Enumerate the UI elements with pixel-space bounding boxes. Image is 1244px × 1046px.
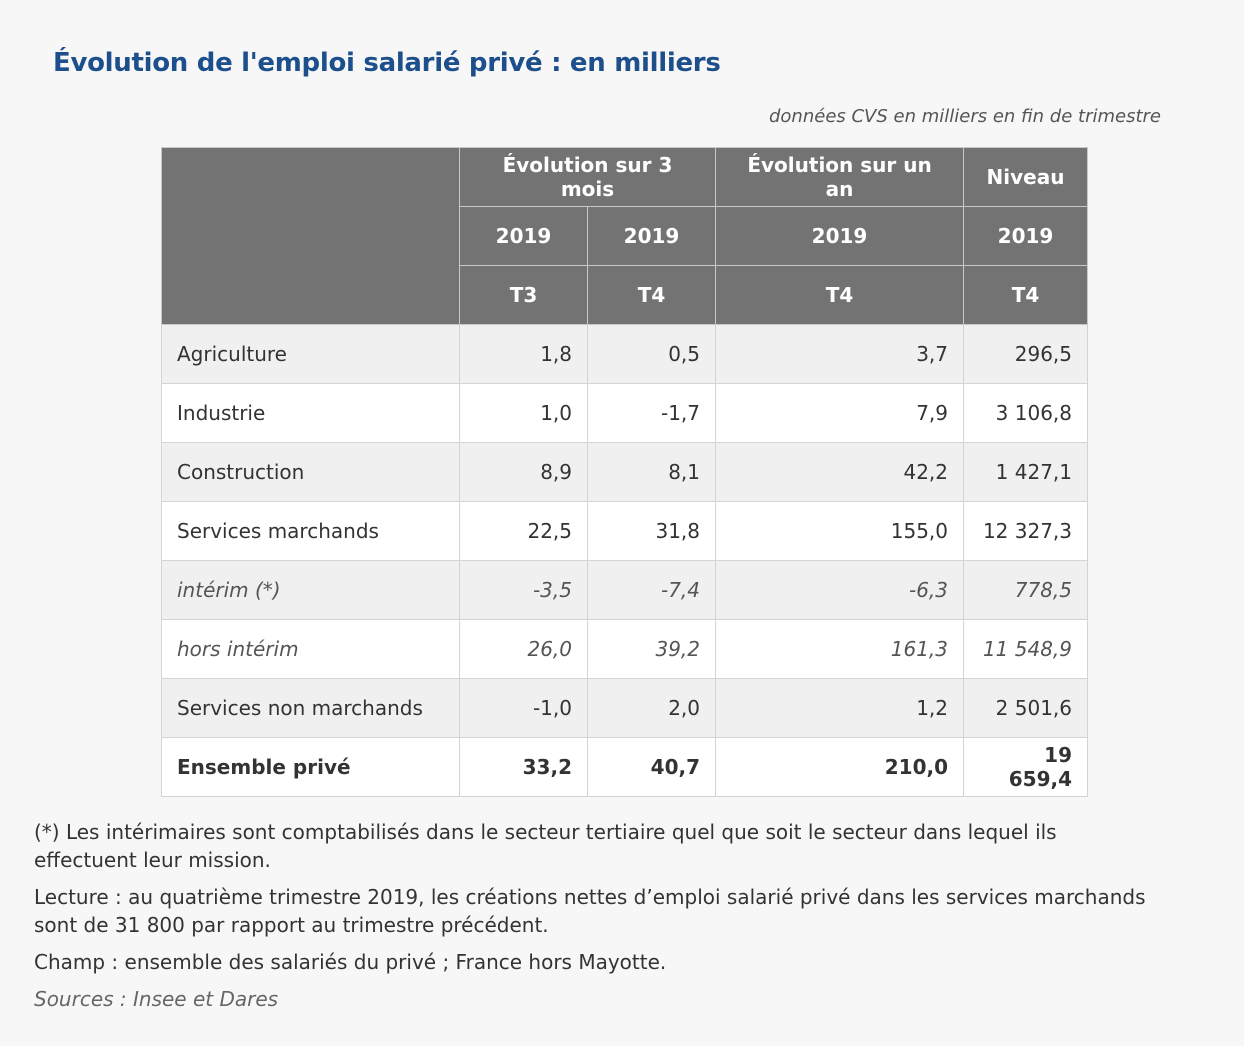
scope-note: Champ : ensemble des salariés du privé ;… bbox=[34, 950, 667, 974]
table-notes: (*) Les intérimaires sont comptabilisés … bbox=[34, 818, 1154, 1022]
sources-note: Sources : Insee et Dares bbox=[34, 987, 279, 1011]
table-cell: 7,9 bbox=[715, 383, 965, 443]
table-cell: 3,7 bbox=[715, 324, 965, 384]
table-cell: 40,7 bbox=[586, 737, 717, 797]
table-cell: 31,8 bbox=[586, 501, 717, 561]
table-cell: 0,5 bbox=[586, 324, 717, 384]
table-row: Ensemble privé 33,2 40,7 210,0 19 659,4 bbox=[161, 737, 1089, 797]
header-year: 2019 bbox=[715, 206, 965, 266]
employment-table: Évolution sur 3 mois Évolution sur un an… bbox=[161, 147, 1089, 797]
table-cell: 1 427,1 bbox=[963, 442, 1089, 502]
row-label: hors intérim bbox=[161, 619, 460, 679]
header-quarter: T4 bbox=[963, 265, 1089, 325]
table-subtitle: données CVS en milliers en fin de trimes… bbox=[768, 106, 1161, 127]
table-row: Construction 8,9 8,1 42,2 1 427,1 bbox=[161, 442, 1089, 502]
table-row: Agriculture 1,8 0,5 3,7 296,5 bbox=[161, 324, 1089, 384]
table-cell: 39,2 bbox=[586, 619, 717, 679]
row-label: Agriculture bbox=[161, 324, 460, 384]
table-cell: 1,8 bbox=[459, 324, 588, 384]
table-cell: -1,0 bbox=[459, 678, 588, 738]
table-cell: -7,4 bbox=[586, 560, 717, 620]
row-label: Services marchands bbox=[161, 501, 460, 561]
table-cell: -6,3 bbox=[715, 560, 965, 620]
table-cell: 161,3 bbox=[715, 619, 965, 679]
row-label: Services non marchands bbox=[161, 678, 460, 738]
row-label: Construction bbox=[161, 442, 460, 502]
header-group-1-year: Évolution sur un an bbox=[715, 147, 965, 207]
header-group-3-months: Évolution sur 3 mois bbox=[458, 147, 717, 207]
table-row: Services marchands 22,5 31,8 155,0 12 327,3 bbox=[161, 501, 1089, 561]
page-title: Évolution de l'emploi salarié privé : en… bbox=[53, 48, 721, 78]
table-cell: 778,5 bbox=[963, 560, 1089, 620]
table-cell: 1,0 bbox=[459, 383, 588, 443]
table-cell: 42,2 bbox=[715, 442, 965, 502]
row-label: intérim (*) bbox=[161, 560, 460, 620]
table-cell: 26,0 bbox=[459, 619, 588, 679]
table-cell: 155,0 bbox=[715, 501, 965, 561]
table-row: Services non marchands -1,0 2,0 1,2 2 501,6 bbox=[161, 678, 1089, 738]
table-row: hors intérim 26,0 39,2 161,3 11 548,9 bbox=[161, 619, 1089, 679]
table-cell: 19 659,4 bbox=[963, 737, 1089, 797]
reading-note: Lecture : au quatrième trimestre 2019, l… bbox=[34, 885, 1146, 937]
header-year: 2019 bbox=[459, 206, 588, 266]
table-row: intérim (*) -3,5 -7,4 -6,3 778,5 bbox=[161, 560, 1089, 620]
header-corner bbox=[161, 147, 460, 325]
header-year: 2019 bbox=[586, 206, 717, 266]
table-cell: 8,9 bbox=[459, 442, 588, 502]
table-cell: -1,7 bbox=[586, 383, 717, 443]
table-cell: 2,0 bbox=[586, 678, 717, 738]
table-cell: 210,0 bbox=[715, 737, 965, 797]
header-quarter: T3 bbox=[459, 265, 588, 325]
header-group-level: Niveau bbox=[963, 147, 1089, 207]
table-cell: 2 501,6 bbox=[963, 678, 1089, 738]
table-cell: 11 548,9 bbox=[963, 619, 1089, 679]
header-quarter: T4 bbox=[715, 265, 965, 325]
table-cell: 33,2 bbox=[459, 737, 588, 797]
row-label: Industrie bbox=[161, 383, 460, 443]
table-cell: 8,1 bbox=[586, 442, 717, 502]
table-row: Industrie 1,0 -1,7 7,9 3 106,8 bbox=[161, 383, 1089, 443]
table-cell: 1,2 bbox=[715, 678, 965, 738]
header-quarter: T4 bbox=[586, 265, 717, 325]
table-cell: 3 106,8 bbox=[963, 383, 1089, 443]
header-year: 2019 bbox=[963, 206, 1089, 266]
table-cell: 12 327,3 bbox=[963, 501, 1089, 561]
table-cell: -3,5 bbox=[459, 560, 588, 620]
row-label: Ensemble privé bbox=[161, 737, 460, 797]
footnote: (*) Les intérimaires sont comptabilisés … bbox=[34, 820, 1057, 872]
table-cell: 22,5 bbox=[459, 501, 588, 561]
table-cell: 296,5 bbox=[963, 324, 1089, 384]
